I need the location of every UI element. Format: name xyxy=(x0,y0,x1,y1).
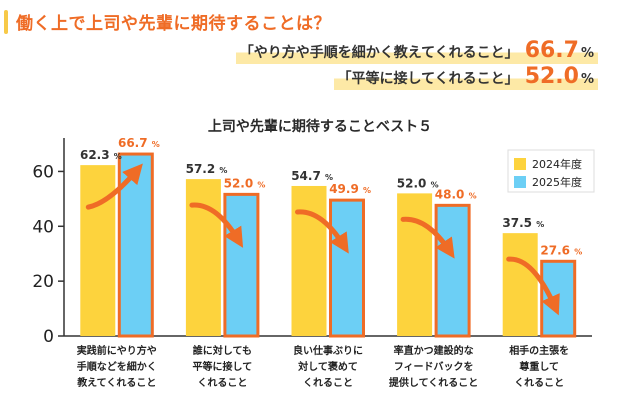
legend-swatch xyxy=(514,176,526,188)
highlight-2-unit: % xyxy=(580,72,594,87)
trend-arrow-down xyxy=(295,209,349,254)
category-label: 実践前にやり方や 手順などを細かく 教えてくれること xyxy=(58,344,176,392)
bar-2024 xyxy=(502,233,538,336)
data-label-2025: 49.9 xyxy=(329,182,359,196)
category-label-line: 提供してくれること xyxy=(388,378,479,389)
data-label-2024: 37.5 xyxy=(502,216,532,230)
category-label-line: 誰に対しても xyxy=(192,346,252,357)
highlight-result-2: 「平等に接してくれること」 52.0 % xyxy=(333,64,598,90)
category-label: 良い仕事ぶりに 対して褒めて くれること xyxy=(269,344,387,392)
trend-arrow-down xyxy=(189,202,244,248)
category-label: 相手の主張を 尊重してくれること xyxy=(480,344,598,392)
data-label-2025: 52.0 xyxy=(224,176,254,190)
data-label-2024: 57.2 xyxy=(186,162,216,176)
bar-2025 xyxy=(223,192,260,338)
category-label-line: 教えてくれること xyxy=(77,378,157,389)
data-label-unit: % xyxy=(257,180,265,189)
survey-question: 働く上で上司や先輩に期待することは？ xyxy=(16,14,331,34)
bar-2025 xyxy=(434,203,471,338)
bar-2024 xyxy=(291,185,327,336)
trend-arrow-down xyxy=(400,216,455,259)
data-label-2025: 66.7 xyxy=(118,136,148,150)
category-label-line: くれること xyxy=(197,378,248,389)
highlight-2-value: 52.0 xyxy=(524,64,579,89)
data-label-unit: % xyxy=(219,166,227,175)
legend-label: 2024年度 xyxy=(532,157,582,171)
trend-arrow-down xyxy=(506,256,560,316)
highlight-2-text: 「平等に接してくれること」 xyxy=(337,71,519,87)
bar-2024 xyxy=(80,165,116,336)
data-label-2025: 27.6 xyxy=(540,243,570,257)
category-label-line: 平等に接して xyxy=(192,362,253,373)
trend-arrow-up xyxy=(85,163,143,210)
data-label-unit: % xyxy=(114,152,122,161)
y-tick-label: 40 xyxy=(32,217,54,237)
category-label-line: くれること xyxy=(303,378,353,389)
bar-2024 xyxy=(397,193,433,336)
data-label-unit: % xyxy=(469,191,477,200)
title-accent-bar xyxy=(4,10,8,34)
category-label-line: 率直かつ建設的な xyxy=(393,346,474,357)
data-label-unit: % xyxy=(574,247,582,256)
category-label-line: 良い仕事ぶりに xyxy=(293,346,363,357)
category-label-line: 相手の主張を xyxy=(509,346,570,357)
highlight-result-1: 「やり方や手順を細かく教えてくれること」 66.7 % xyxy=(235,38,598,64)
data-label-unit: % xyxy=(152,140,160,149)
data-label-2024: 62.3 xyxy=(80,148,110,162)
data-label-unit: % xyxy=(363,186,371,195)
data-label-2024: 54.7 xyxy=(291,169,321,183)
data-label-2025: 48.0 xyxy=(435,187,465,201)
category-label-line: フィードバックを xyxy=(393,362,474,373)
highlight-1-value: 66.7 xyxy=(524,38,579,63)
legend-label: 2025年度 xyxy=(532,175,582,189)
data-label-unit: % xyxy=(325,173,333,182)
category-label-line: くれること xyxy=(514,378,565,389)
bar-2025 xyxy=(540,259,577,338)
y-tick-label: 60 xyxy=(32,162,54,182)
y-tick-label: 0 xyxy=(43,327,54,347)
category-label: 誰に対しても 平等に接して くれること xyxy=(163,344,281,392)
category-label-line: 尊重して xyxy=(519,362,560,373)
data-label-unit: % xyxy=(431,180,439,189)
y-tick-label: 20 xyxy=(32,272,54,292)
bar-2024 xyxy=(185,179,221,336)
legend-swatch xyxy=(514,158,526,170)
chart-title: 上司や先輩に期待することベスト５ xyxy=(207,119,433,135)
category-label-line: 対して褒めて xyxy=(298,362,358,373)
category-label: 率直かつ建設的な フィードバックを 提供してくれること xyxy=(375,344,493,392)
highlight-1-unit: % xyxy=(580,46,594,61)
category-label-line: 実践前にやり方や xyxy=(76,346,157,357)
data-label-2024: 52.0 xyxy=(397,176,427,190)
highlight-1-text: 「やり方や手順を細かく教えてくれること」 xyxy=(239,45,519,61)
bar-2025 xyxy=(329,198,365,338)
category-label-line: 手順などを細かく xyxy=(76,362,157,373)
data-label-unit: % xyxy=(536,220,544,229)
